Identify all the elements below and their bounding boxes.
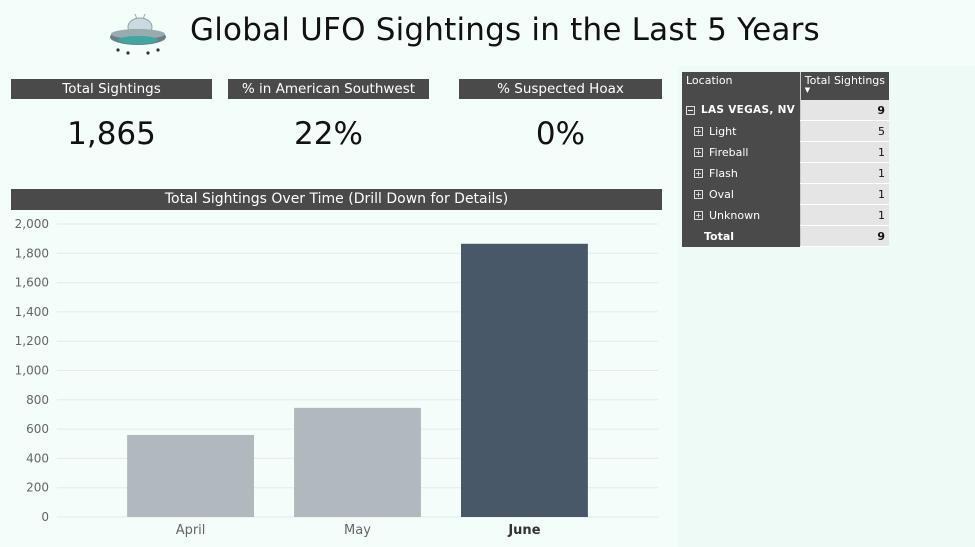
- group-label: LAS VEGAS, NV: [701, 104, 796, 117]
- table-row[interactable]: + Flash 1: [682, 162, 889, 184]
- x-tick-label: April: [176, 523, 206, 538]
- row-label: Light: [709, 124, 737, 138]
- kpi-southwest-label: % in American Southwest: [228, 79, 429, 99]
- y-tick-label: 0: [41, 510, 49, 524]
- row-label: Unknown: [709, 208, 761, 222]
- y-tick-label: 1,800: [15, 246, 49, 260]
- group-value: 9: [799, 100, 889, 121]
- y-tick-label: 800: [26, 393, 49, 407]
- row-value: 5: [799, 120, 889, 142]
- y-tick-label: 1,600: [15, 276, 49, 290]
- y-tick-label: 2,000: [15, 217, 49, 231]
- table-total-row: Total 9: [682, 225, 889, 247]
- table-row[interactable]: + Light 5: [682, 120, 889, 142]
- kpi-total-sightings-value: 1,865: [67, 116, 156, 152]
- row-value: 1: [799, 162, 889, 184]
- table-row[interactable]: + Oval 1: [682, 183, 889, 205]
- y-tick-label: 600: [26, 422, 49, 436]
- bar-june[interactable]: [461, 243, 588, 517]
- total-value: 9: [799, 225, 889, 247]
- bar-april[interactable]: [127, 434, 254, 517]
- table-header-row: Location Total Sightings ▼: [682, 72, 889, 100]
- ufo-icon: [110, 13, 166, 55]
- sightings-bar-chart: 0 200 400 600 800 1,000 1,200 1,400 1,600 1,800 2,…: [15, 217, 658, 538]
- location-matrix: Location Total Sightings ▼ − LAS VEGAS, N…: [682, 72, 889, 247]
- table-row-group[interactable]: − LAS VEGAS, NV 9: [682, 100, 889, 121]
- row-label: Fireball: [709, 145, 749, 159]
- row-value: 1: [799, 204, 889, 226]
- y-tick-label: 200: [26, 481, 49, 495]
- table-row[interactable]: + Fireball 1: [682, 141, 889, 163]
- y-tick-label: 400: [26, 451, 49, 465]
- kpi-hoax-label: % Suspected Hoax: [459, 79, 662, 99]
- column-header-total-sightings[interactable]: Total Sightings ▼: [799, 72, 889, 100]
- expand-icon[interactable]: +: [694, 190, 703, 199]
- expand-icon[interactable]: +: [694, 169, 703, 178]
- kpi-total-sightings-label: Total Sightings: [11, 79, 212, 99]
- table-row[interactable]: + Unknown 1: [682, 204, 889, 226]
- chart-title: Total Sightings Over Time (Drill Down fo…: [11, 189, 662, 210]
- x-tick-label: June: [507, 523, 540, 538]
- page-title: Global UFO Sightings in the Last 5 Years: [190, 12, 820, 48]
- sort-desc-icon[interactable]: ▼: [804, 86, 811, 94]
- expand-icon[interactable]: +: [694, 211, 703, 220]
- row-label: Oval: [709, 187, 734, 201]
- column-header-location[interactable]: Location: [682, 72, 801, 100]
- row-value: 1: [799, 141, 889, 163]
- x-tick-label: May: [344, 523, 371, 538]
- expand-icon[interactable]: +: [694, 148, 703, 157]
- row-label: Flash: [709, 166, 738, 180]
- y-tick-label: 1,200: [15, 334, 49, 348]
- y-tick-label: 1,000: [15, 364, 49, 378]
- total-label: Total: [682, 225, 801, 247]
- bar-may[interactable]: [294, 407, 421, 517]
- collapse-icon[interactable]: −: [686, 105, 695, 115]
- y-tick-label: 1,400: [15, 305, 49, 319]
- expand-icon[interactable]: +: [694, 127, 703, 136]
- kpi-southwest-value: 22%: [294, 116, 363, 152]
- kpi-hoax-value: 0%: [535, 116, 586, 152]
- row-value: 1: [799, 183, 889, 205]
